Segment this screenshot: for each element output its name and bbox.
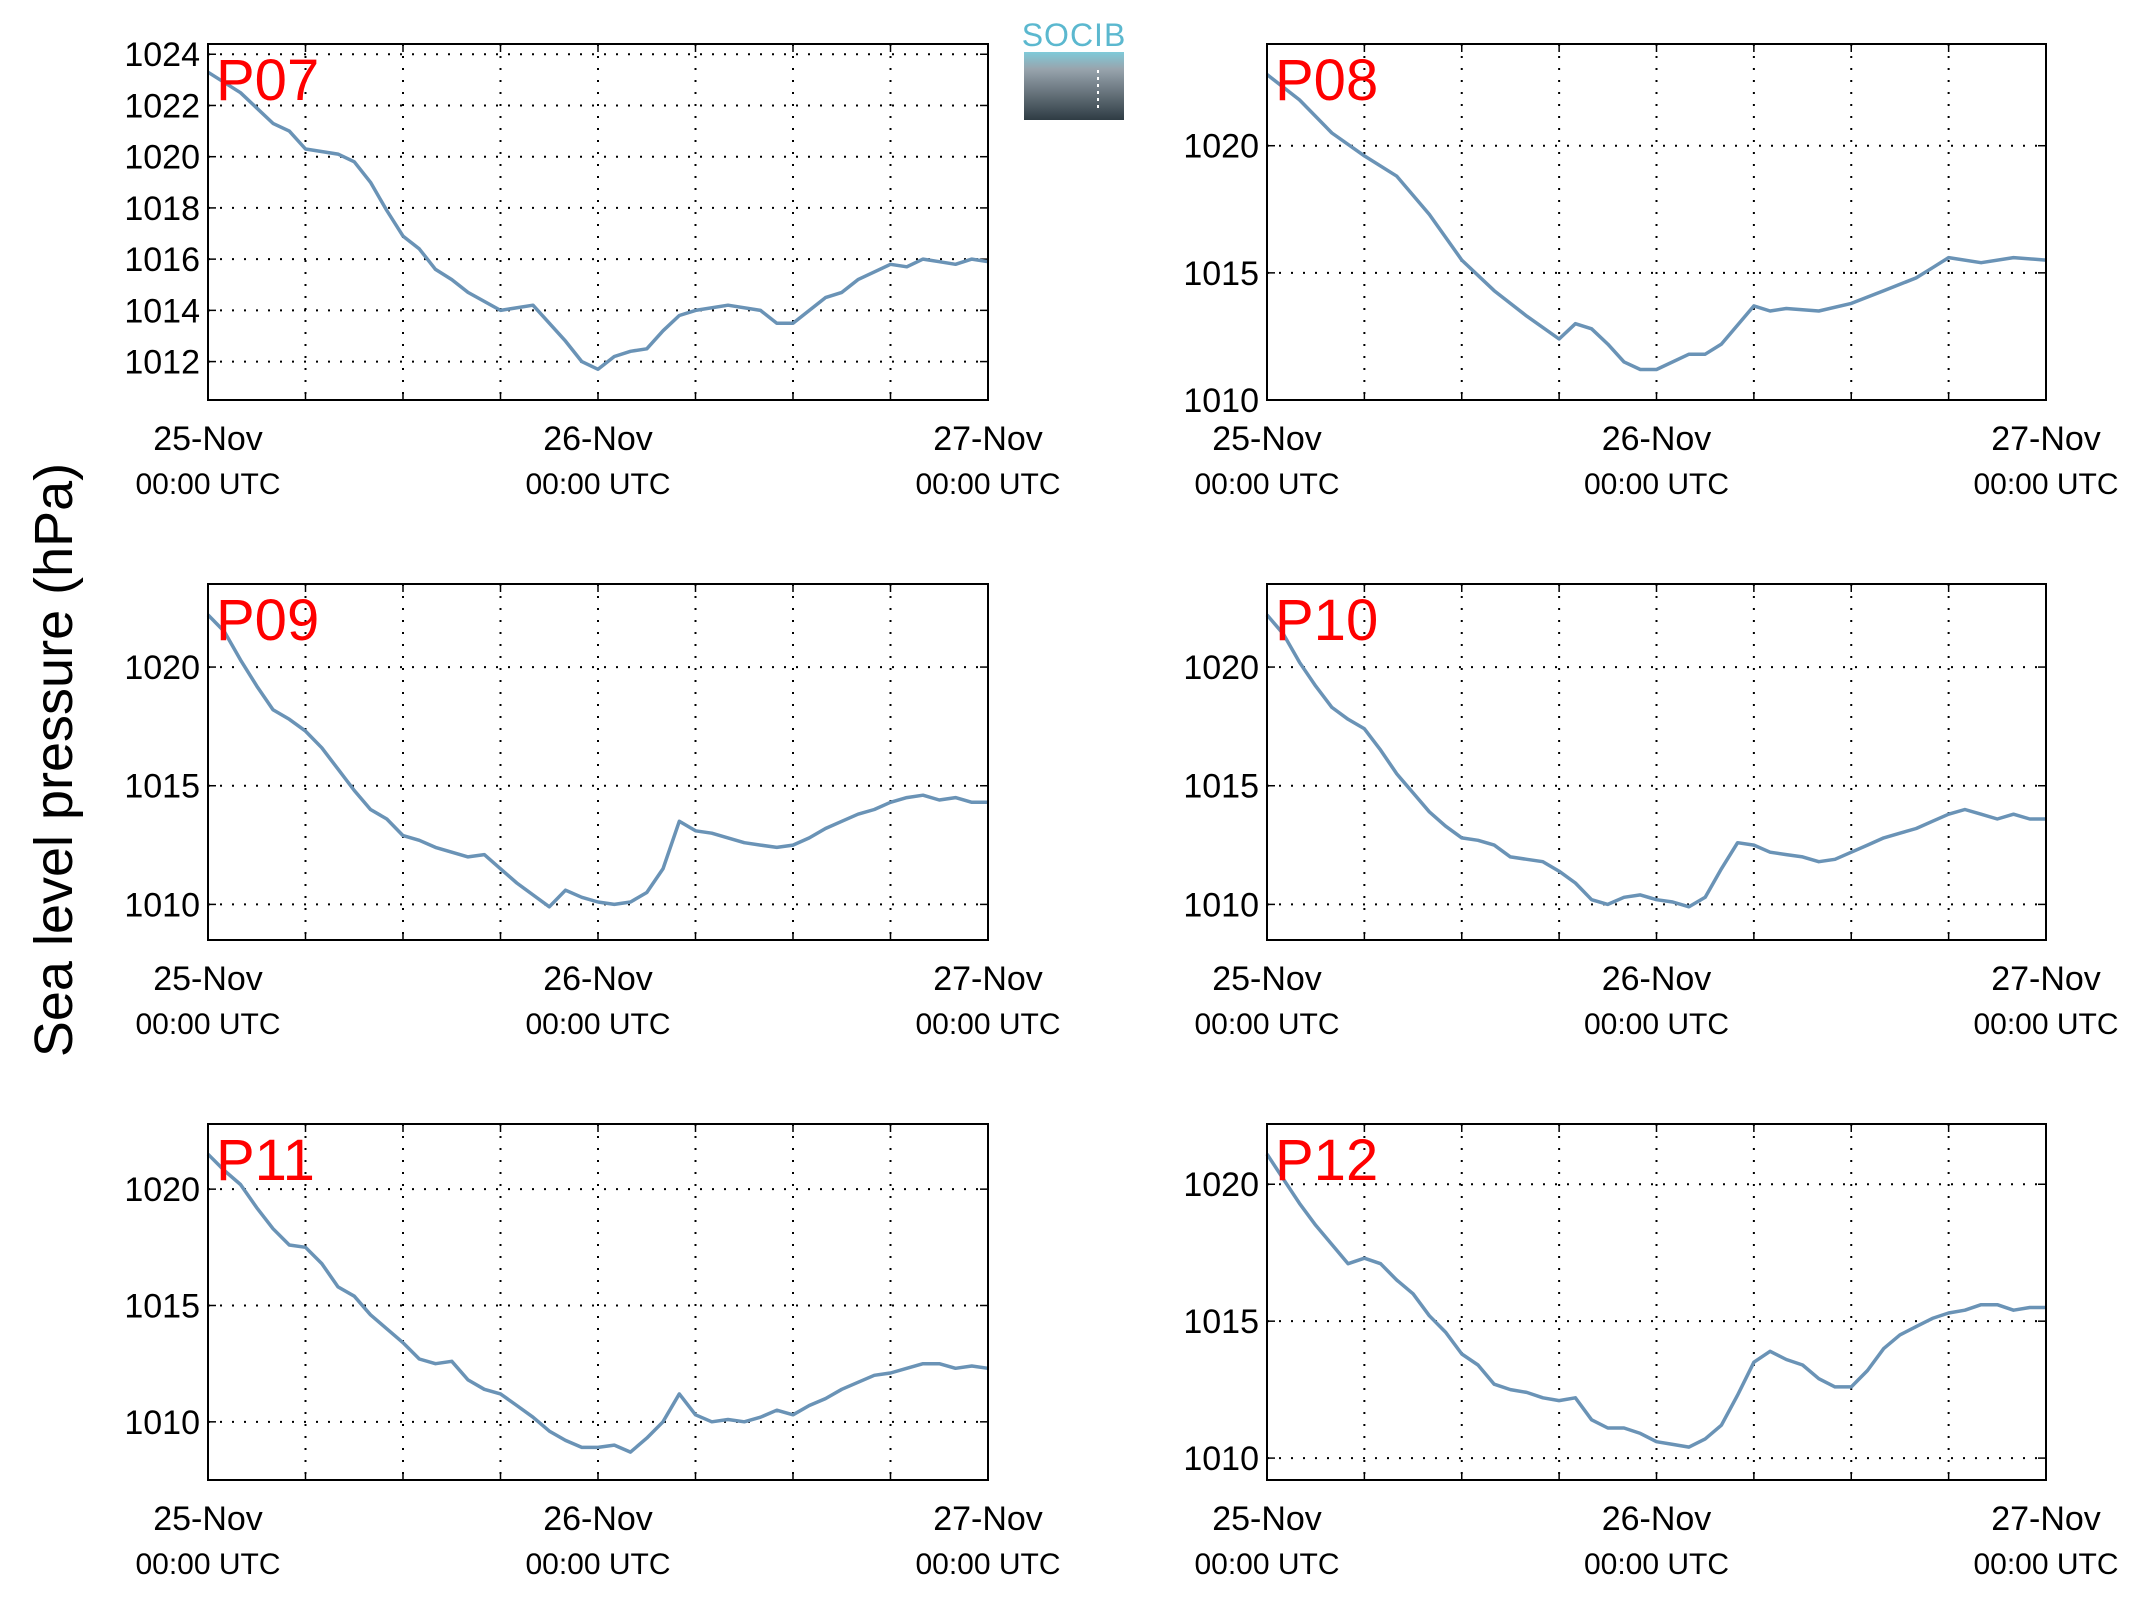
x-tick-label: 27-Nov [933, 960, 1043, 998]
x-tick-sublabel: 00:00 UTC [525, 1008, 670, 1041]
x-tick-label: 27-Nov [1991, 420, 2101, 458]
x-tick-sublabel: 00:00 UTC [1584, 1008, 1729, 1041]
panel-label: P10 [1275, 588, 1378, 653]
x-tick-sublabel: 00:00 UTC [135, 468, 280, 501]
series-line [207, 70, 989, 372]
x-tick-sublabel: 00:00 UTC [525, 1548, 670, 1581]
y-tick-label: 1012 [124, 344, 200, 382]
x-tick-label: 26-Nov [543, 960, 653, 998]
logo-text: SOCIB [1022, 17, 1127, 53]
x-tick-label: 26-Nov [1602, 960, 1712, 998]
x-tick-sublabel: 00:00 UTC [1584, 468, 1729, 501]
x-tick-label: 27-Nov [1991, 1500, 2101, 1538]
panel-p12: 1010 1015 1020 25-Nov 00:00 UTC 26-Nov 00:00 U… [1183, 1123, 2119, 1581]
plot-frame [207, 1123, 989, 1481]
y-tick-label: 1020 [124, 1171, 200, 1209]
y-tick-label: 1022 [124, 87, 200, 125]
x-tick-sublabel: 00:00 UTC [1973, 468, 2118, 501]
x-tick-sublabel: 00:00 UTC [915, 1548, 1060, 1581]
x-tick-label: 25-Nov [153, 960, 263, 998]
x-tick-label: 26-Nov [543, 1500, 653, 1538]
y-tick-label: 1024 [124, 36, 200, 74]
x-tick-label: 26-Nov [1602, 420, 1712, 458]
y-tick-label: 1014 [124, 292, 200, 330]
y-tick-label: 1020 [124, 649, 200, 687]
x-tick-label: 27-Nov [933, 420, 1043, 458]
x-tick-sublabel: 00:00 UTC [135, 1548, 280, 1581]
y-tick-label: 1010 [1183, 1440, 1259, 1478]
y-tick-label: 1020 [1183, 1166, 1259, 1204]
series-line [1265, 613, 2046, 909]
y-tick-label: 1010 [124, 1404, 200, 1442]
plot-frame [207, 583, 989, 941]
panel-p11: 1010 1015 1020 25-Nov 00:00 UTC 26-Nov 00:00 U… [124, 1123, 1061, 1581]
y-tick-label: 1015 [1183, 1303, 1259, 1341]
series-line [1265, 1153, 2046, 1449]
panel-label: P08 [1275, 48, 1378, 113]
y-tick-label: 1010 [1183, 382, 1259, 420]
x-tick-sublabel: 00:00 UTC [1194, 1008, 1339, 1041]
y-tick-label: 1020 [1183, 649, 1259, 687]
x-tick-label: 25-Nov [1212, 1500, 1322, 1538]
y-tick-label: 1010 [124, 886, 200, 924]
x-tick-sublabel: 00:00 UTC [135, 1008, 280, 1041]
plot-frame [1266, 43, 2047, 401]
x-tick-sublabel: 00:00 UTC [1973, 1548, 2118, 1581]
x-tick-sublabel: 00:00 UTC [1584, 1548, 1729, 1581]
y-tick-label: 1015 [1183, 768, 1259, 806]
x-tick-label: 27-Nov [1991, 960, 2101, 998]
x-tick-label: 27-Nov [933, 1500, 1043, 1538]
x-tick-label: 25-Nov [153, 420, 263, 458]
panel-label: P09 [216, 588, 319, 653]
x-tick-sublabel: 00:00 UTC [525, 468, 670, 501]
x-tick-label: 25-Nov [1212, 960, 1322, 998]
y-tick-label: 1015 [1183, 255, 1259, 293]
panel-p09: 1010 1015 1020 25-Nov 00:00 UTC 26-Nov 00:00 U… [124, 583, 1061, 1041]
x-tick-label: 26-Nov [543, 420, 653, 458]
panel-label: P12 [1275, 1128, 1378, 1193]
x-tick-sublabel: 00:00 UTC [1973, 1008, 2118, 1041]
socib-logo: SOCIB [1022, 17, 1127, 120]
y-tick-label: 1015 [124, 768, 200, 806]
x-tick-sublabel: 00:00 UTC [915, 468, 1060, 501]
y-tick-label: 1016 [124, 241, 200, 279]
panel-p08: 1010 1015 1020 25-Nov 00:00 UTC 26-Nov 00:00 U… [1183, 43, 2119, 501]
y-tick-label: 1020 [124, 139, 200, 177]
plot-frame [1266, 583, 2047, 941]
plot-frame [207, 43, 989, 401]
y-tick-label: 1018 [124, 190, 200, 228]
x-tick-sublabel: 00:00 UTC [915, 1008, 1060, 1041]
y-axis-label: Sea level pressure (hPa) [24, 463, 84, 1057]
series-line [206, 1152, 989, 1454]
series-line [1265, 73, 2047, 372]
x-tick-label: 25-Nov [1212, 420, 1322, 458]
x-tick-sublabel: 00:00 UTC [1194, 468, 1339, 501]
y-tick-label: 1020 [1183, 128, 1259, 166]
series-line [206, 613, 988, 909]
plot-frame [1266, 1123, 2047, 1481]
panel-label: P07 [216, 48, 319, 113]
y-tick-label: 1010 [1183, 886, 1259, 924]
panel-p07: 1012 1014 1016 1018 1020 1022 1024 25-Nov 00:00 … [124, 36, 1060, 501]
x-tick-label: 25-Nov [153, 1500, 263, 1538]
panel-label: P11 [216, 1128, 315, 1193]
y-tick-label: 1015 [124, 1287, 200, 1325]
x-tick-label: 26-Nov [1602, 1500, 1712, 1538]
panel-p10: 1010 1015 1020 25-Nov 00:00 UTC 26-Nov 00:00 U… [1183, 583, 2119, 1041]
x-tick-sublabel: 00:00 UTC [1194, 1548, 1339, 1581]
